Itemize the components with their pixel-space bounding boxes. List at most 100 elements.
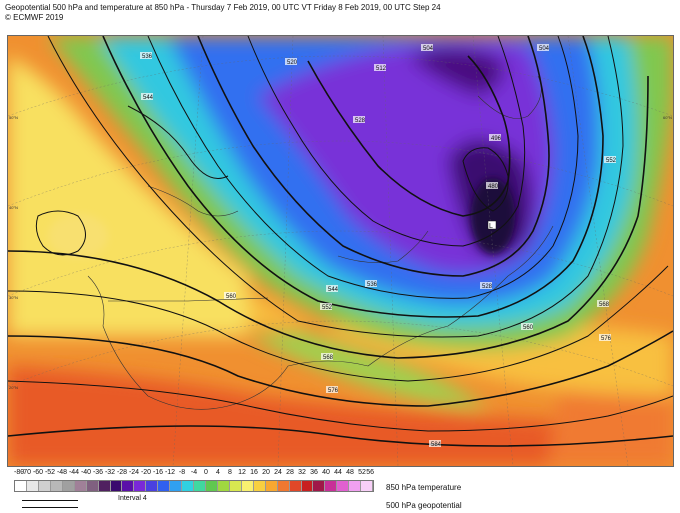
legend-tick: -36 bbox=[92, 469, 104, 476]
svg-text:504: 504 bbox=[423, 46, 434, 52]
legend-tick: 48 bbox=[346, 469, 354, 476]
contour-label: 528 bbox=[480, 282, 493, 290]
svg-text:528: 528 bbox=[355, 118, 366, 124]
contour-label: 576 bbox=[326, 386, 339, 394]
svg-text:480: 480 bbox=[488, 184, 499, 190]
legend-tick: 52 bbox=[358, 469, 366, 476]
geopotential-label: 500 hPa geopotential bbox=[386, 501, 462, 510]
contour-label: 576 bbox=[599, 334, 612, 342]
legend-tick: 4 bbox=[216, 469, 220, 476]
svg-text:L: L bbox=[489, 223, 493, 230]
legend-tick: 12 bbox=[238, 469, 246, 476]
svg-text:520: 520 bbox=[287, 60, 298, 66]
temp-band-hot bbox=[8, 366, 673, 466]
contour-label: 552 bbox=[320, 303, 333, 311]
interval-label: Interval 4 bbox=[118, 495, 147, 502]
legend-tick: -70 bbox=[20, 469, 32, 476]
svg-text:30°N: 30°N bbox=[9, 295, 18, 300]
legend-tick: 24 bbox=[274, 469, 282, 476]
temp-band-yellow-west bbox=[8, 56, 248, 336]
svg-text:568: 568 bbox=[599, 302, 610, 308]
legend-swatch bbox=[337, 481, 350, 491]
contour-label: 544 bbox=[141, 93, 154, 101]
temp-band-green-south bbox=[248, 331, 488, 408]
legend-tick: -28 bbox=[116, 469, 128, 476]
legend-swatch bbox=[74, 481, 87, 491]
svg-text:576: 576 bbox=[328, 388, 339, 394]
temperature-label: 850 hPa temperature bbox=[386, 483, 462, 492]
legend-tick: 56 bbox=[366, 469, 374, 476]
legend-tick: -12 bbox=[164, 469, 176, 476]
contour-label: 512 bbox=[374, 64, 387, 72]
warm-spot bbox=[48, 214, 108, 258]
legend-swatch bbox=[325, 481, 338, 491]
legend-tick: -8 bbox=[178, 469, 186, 476]
contour-label: 560 bbox=[224, 292, 237, 300]
legend-swatch bbox=[289, 481, 302, 491]
lat-labels: 20°N 30°N 40°N 50°N 60°N bbox=[9, 115, 672, 390]
legend-swatch bbox=[229, 481, 242, 491]
legend-swatch bbox=[26, 481, 39, 491]
contour-labels: 536 544 560 552 544 536 528 568 576 584 … bbox=[140, 44, 617, 448]
legend-swatch bbox=[361, 481, 374, 491]
legend-tick: 20 bbox=[262, 469, 270, 476]
svg-text:496: 496 bbox=[491, 136, 502, 142]
copyright: © ECMWF 2019 bbox=[5, 13, 64, 22]
legend-swatch bbox=[146, 481, 159, 491]
legend-swatch bbox=[349, 481, 362, 491]
legend-tick: 40 bbox=[322, 469, 330, 476]
legend-swatch bbox=[38, 481, 51, 491]
svg-text:584: 584 bbox=[431, 442, 442, 448]
contour-label: 504 bbox=[537, 44, 550, 52]
contour-label: 504 bbox=[421, 44, 434, 52]
contour-line-sample bbox=[22, 500, 78, 508]
legend-swatch bbox=[217, 481, 230, 491]
geopotential-contours bbox=[8, 36, 673, 447]
weather-map[interactable]: 536 544 560 552 544 536 528 568 576 584 … bbox=[7, 35, 674, 467]
temperature-legend: -80 -70 -60 -52 -48 -44 -40 -36 -32 -28 -24 -20 -16-… bbox=[14, 469, 374, 509]
svg-text:552: 552 bbox=[606, 158, 617, 164]
contour-label: 536 bbox=[140, 52, 153, 60]
header: Geopotential 500 hPa and temperature at … bbox=[5, 3, 675, 23]
svg-text:504: 504 bbox=[539, 46, 550, 52]
contour-label: 480 bbox=[486, 182, 499, 190]
svg-text:552: 552 bbox=[322, 305, 333, 311]
contour-label: 560 bbox=[521, 323, 534, 331]
legend-swatch bbox=[50, 481, 63, 491]
svg-text:560: 560 bbox=[226, 294, 237, 300]
legend-tick: 16 bbox=[250, 469, 258, 476]
legend-swatch bbox=[194, 481, 206, 491]
chart-title: Geopotential 500 hPa and temperature at … bbox=[5, 3, 441, 12]
contour-label: 520 bbox=[285, 58, 298, 66]
legend-tick: -32 bbox=[104, 469, 116, 476]
legend-tick: 44 bbox=[334, 469, 342, 476]
legend-swatch bbox=[110, 481, 123, 491]
legend-tick: 8 bbox=[228, 469, 232, 476]
legend-swatch bbox=[241, 481, 254, 491]
legend-tick: 28 bbox=[286, 469, 294, 476]
legend-tick: -24 bbox=[128, 469, 140, 476]
legend-tick: -40 bbox=[80, 469, 92, 476]
legend-tick: -20 bbox=[140, 469, 152, 476]
legend-swatch bbox=[62, 481, 75, 491]
legend-tick: -80 bbox=[14, 469, 25, 476]
svg-text:560: 560 bbox=[523, 325, 534, 331]
contour-label: 528 bbox=[353, 116, 366, 124]
legend-colorbar bbox=[14, 480, 374, 492]
svg-text:528: 528 bbox=[482, 284, 493, 290]
legend-tick: -4 bbox=[190, 469, 198, 476]
svg-text:40°N: 40°N bbox=[9, 205, 18, 210]
cold-core bbox=[471, 178, 515, 254]
legend-swatch bbox=[15, 481, 27, 491]
legend-tick: -52 bbox=[44, 469, 56, 476]
legend-tick: -44 bbox=[68, 469, 80, 476]
legend-swatch bbox=[277, 481, 290, 491]
svg-text:50°N: 50°N bbox=[9, 115, 18, 120]
legend-tick: 0 bbox=[204, 469, 208, 476]
legend-ticks: -80 -70 -60 -52 -48 -44 -40 -36 -32 -28 -24 -20 -16-… bbox=[14, 469, 374, 479]
svg-text:544: 544 bbox=[328, 287, 339, 293]
svg-text:576: 576 bbox=[601, 336, 612, 342]
svg-text:512: 512 bbox=[376, 66, 387, 72]
legend-tick: -16 bbox=[152, 469, 164, 476]
legend-tick: 32 bbox=[298, 469, 306, 476]
